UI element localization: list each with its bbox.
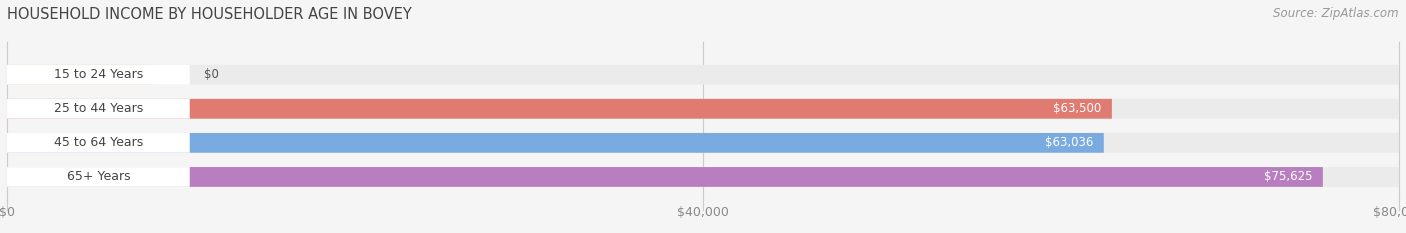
Text: 45 to 64 Years: 45 to 64 Years xyxy=(53,136,143,149)
FancyBboxPatch shape xyxy=(7,167,1399,187)
Text: 15 to 24 Years: 15 to 24 Years xyxy=(53,68,143,81)
FancyBboxPatch shape xyxy=(7,65,1399,85)
FancyBboxPatch shape xyxy=(7,99,1399,119)
FancyBboxPatch shape xyxy=(7,133,1399,153)
FancyBboxPatch shape xyxy=(7,99,1112,119)
Text: $75,625: $75,625 xyxy=(1264,171,1312,183)
Text: HOUSEHOLD INCOME BY HOUSEHOLDER AGE IN BOVEY: HOUSEHOLD INCOME BY HOUSEHOLDER AGE IN B… xyxy=(7,7,412,22)
Text: 65+ Years: 65+ Years xyxy=(66,171,131,183)
FancyBboxPatch shape xyxy=(7,99,190,119)
Text: $0: $0 xyxy=(204,68,218,81)
FancyBboxPatch shape xyxy=(7,167,1323,187)
Text: 25 to 44 Years: 25 to 44 Years xyxy=(53,102,143,115)
FancyBboxPatch shape xyxy=(7,65,153,85)
Text: $63,036: $63,036 xyxy=(1045,136,1094,149)
FancyBboxPatch shape xyxy=(7,133,190,153)
Text: $63,500: $63,500 xyxy=(1053,102,1101,115)
FancyBboxPatch shape xyxy=(7,65,190,85)
Text: Source: ZipAtlas.com: Source: ZipAtlas.com xyxy=(1274,7,1399,20)
FancyBboxPatch shape xyxy=(7,167,190,187)
FancyBboxPatch shape xyxy=(7,133,1104,153)
